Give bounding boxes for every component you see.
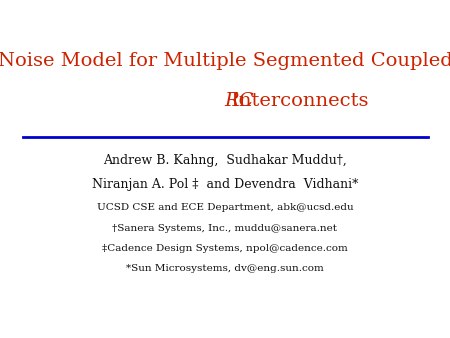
Text: Niranjan A. Pol ‡  and Devendra  Vidhani*: Niranjan A. Pol ‡ and Devendra Vidhani* <box>92 178 358 191</box>
Text: ‡Cadence Design Systems, npol@cadence.com: ‡Cadence Design Systems, npol@cadence.co… <box>102 244 348 253</box>
Text: Interconnects: Interconnects <box>225 92 369 111</box>
Text: *Sun Microsystems, dv@eng.sun.com: *Sun Microsystems, dv@eng.sun.com <box>126 264 324 273</box>
Text: Andrew B. Kahng,  Sudhakar Muddu†,: Andrew B. Kahng, Sudhakar Muddu†, <box>103 154 347 167</box>
Text: †Sanera Systems, Inc., muddu@sanera.net: †Sanera Systems, Inc., muddu@sanera.net <box>112 224 338 233</box>
Text: Noise Model for Multiple Segmented Coupled: Noise Model for Multiple Segmented Coupl… <box>0 52 450 70</box>
Text: RC: RC <box>224 92 253 111</box>
Text: UCSD CSE and ECE Department, abk@ucsd.edu: UCSD CSE and ECE Department, abk@ucsd.ed… <box>97 203 353 212</box>
